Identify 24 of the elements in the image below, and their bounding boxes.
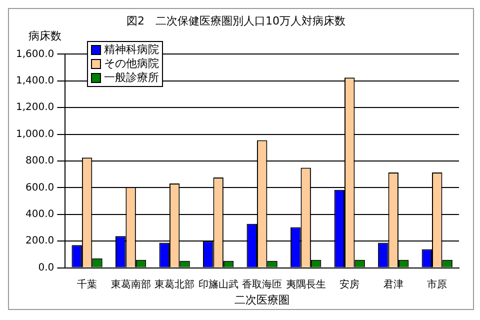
y-tick-label: 1,400.0 — [16, 75, 54, 86]
y-axis-title: 病床数 — [28, 30, 62, 43]
legend-label: 一般診療所 — [104, 71, 159, 85]
y-tick-label: 800.0 — [26, 156, 54, 167]
x-tick-label: 夷隅長生 — [286, 278, 326, 290]
legend-label: 精神科病院 — [104, 43, 159, 57]
y-tick-label: 1,000.0 — [16, 128, 54, 140]
y-tick-label: 1,600.0 — [16, 48, 54, 60]
y-tick-label: 0.0 — [38, 262, 54, 274]
y-tick-label: 200.0 — [26, 236, 54, 247]
x-tick-label: 東葛南部 — [110, 278, 151, 290]
y-tick-label: 600.0 — [26, 182, 54, 194]
legend-label: その他病院 — [104, 57, 159, 71]
x-tick-label: 東葛北部 — [154, 278, 195, 290]
x-tick-label: 印旛山武 — [198, 278, 238, 290]
x-tick-label: 香取海匝 — [242, 278, 282, 290]
x-tick-label: 君津 — [383, 278, 404, 290]
x-tick-label: 市原 — [427, 278, 448, 290]
chart-title: 図2 二次保健医療圏別人口10万人対病床数 — [126, 14, 346, 28]
x-tick-label: 千葉 — [77, 278, 98, 290]
y-tick-label: 1,200.0 — [16, 102, 54, 114]
x-tick-label: 安房 — [340, 278, 360, 290]
y-tick-label: 400.0 — [26, 208, 54, 220]
x-axis-title: 二次医療圏 — [234, 293, 290, 306]
